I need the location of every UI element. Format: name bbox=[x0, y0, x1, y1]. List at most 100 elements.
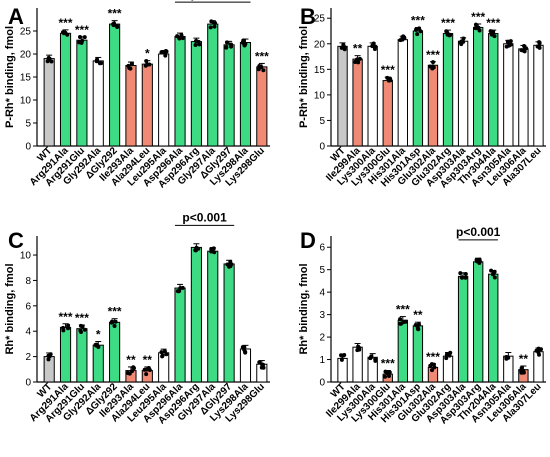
y-tick-label: 4 bbox=[25, 327, 31, 338]
data-point bbox=[228, 264, 233, 269]
y-tick-label: 6 bbox=[319, 243, 325, 254]
data-point bbox=[257, 360, 262, 365]
data-point bbox=[131, 366, 136, 371]
y-tick-label: 0 bbox=[25, 142, 31, 153]
data-point bbox=[80, 324, 85, 329]
significance-marker: *** bbox=[75, 23, 89, 37]
y-tick-label: 25 bbox=[20, 27, 32, 38]
y-tick-label: 6 bbox=[25, 301, 31, 312]
y-tick-label: 15 bbox=[20, 73, 32, 84]
data-point bbox=[416, 327, 421, 332]
data-point bbox=[383, 374, 388, 379]
data-point bbox=[194, 245, 199, 250]
significance-marker: *** bbox=[426, 350, 440, 364]
bar-His301Ala bbox=[397, 39, 408, 147]
bar-Leu295Ala bbox=[158, 53, 170, 147]
significance-marker: *** bbox=[75, 311, 89, 325]
bar-WT bbox=[337, 357, 348, 383]
y-tick-label: 8 bbox=[25, 276, 31, 287]
significance-marker: *** bbox=[426, 48, 440, 62]
significance-marker: *** bbox=[381, 356, 395, 370]
data-point bbox=[212, 20, 217, 25]
data-point bbox=[194, 38, 199, 43]
bracket-label: p<0.001 bbox=[182, 210, 227, 224]
data-point bbox=[504, 44, 509, 49]
data-point bbox=[505, 39, 510, 44]
data-point bbox=[130, 369, 135, 374]
significance-marker: ** bbox=[143, 353, 153, 367]
data-point bbox=[429, 368, 434, 373]
data-point bbox=[97, 61, 102, 66]
data-point bbox=[80, 38, 85, 43]
panel-label: B bbox=[300, 4, 316, 29]
bar-Gly292Ala bbox=[92, 344, 104, 383]
data-point bbox=[229, 42, 234, 47]
data-point bbox=[537, 40, 542, 45]
data-point bbox=[415, 32, 420, 37]
panel-label: C bbox=[8, 228, 24, 253]
data-point bbox=[180, 36, 185, 41]
bar-Asp303Arg bbox=[473, 261, 484, 383]
data-point bbox=[125, 371, 130, 376]
data-point bbox=[243, 350, 248, 355]
bar-Arg291Glu bbox=[76, 39, 88, 147]
data-point bbox=[519, 48, 524, 53]
significance-marker: * bbox=[96, 328, 101, 342]
data-point bbox=[387, 370, 392, 375]
data-point bbox=[49, 59, 54, 64]
data-point bbox=[463, 272, 468, 277]
bar-Ala294Leu bbox=[141, 370, 153, 383]
bar-Asp296Ala bbox=[174, 287, 186, 383]
y-tick-label: 2 bbox=[319, 333, 325, 344]
bar-Glu302Arg bbox=[442, 33, 454, 147]
bar-WT bbox=[43, 58, 55, 147]
data-point bbox=[112, 21, 117, 26]
data-point bbox=[162, 349, 167, 354]
data-point bbox=[536, 346, 541, 351]
y-tick-label: 15 bbox=[314, 65, 326, 76]
data-point bbox=[444, 29, 449, 34]
bar-Lys298Ala bbox=[239, 42, 252, 147]
data-point bbox=[144, 58, 149, 63]
data-point bbox=[341, 42, 346, 47]
data-point bbox=[373, 44, 378, 49]
significance-marker: *** bbox=[59, 310, 73, 324]
data-point bbox=[225, 262, 230, 267]
data-point bbox=[110, 319, 115, 324]
bar-His301Asp bbox=[412, 30, 424, 147]
bar-Glu302Ala bbox=[427, 64, 439, 147]
significance-marker: ** bbox=[126, 353, 136, 367]
data-point bbox=[112, 323, 117, 328]
data-point bbox=[428, 363, 433, 368]
significance-marker: * bbox=[145, 47, 150, 61]
data-point bbox=[431, 60, 436, 65]
bar-Ala294Leu bbox=[141, 63, 153, 147]
bar-Gly297Ala bbox=[207, 23, 219, 147]
y-tick-label: 5 bbox=[319, 116, 325, 127]
data-point bbox=[175, 289, 180, 294]
data-point bbox=[261, 365, 266, 370]
bar-Asp296Arg bbox=[190, 41, 202, 147]
y-tick-label: 20 bbox=[20, 50, 32, 61]
bar-Leu306Ala bbox=[518, 48, 529, 147]
y-axis-title: Rh* binding, fmol bbox=[4, 263, 16, 354]
data-point bbox=[473, 22, 478, 27]
bar-Thr204Ala bbox=[488, 273, 499, 383]
data-point bbox=[445, 32, 450, 37]
data-point bbox=[162, 50, 167, 55]
data-point bbox=[386, 374, 391, 379]
data-point bbox=[490, 272, 495, 277]
data-point bbox=[387, 77, 392, 82]
data-point bbox=[224, 45, 229, 50]
y-axis-title: P-Rh* binding, fmol bbox=[4, 26, 16, 128]
data-point bbox=[94, 342, 99, 347]
significance-marker: *** bbox=[255, 49, 269, 63]
data-point bbox=[458, 40, 463, 45]
bar-Lys298Glu bbox=[256, 66, 268, 147]
data-point bbox=[159, 50, 164, 55]
panel-label: A bbox=[8, 4, 24, 29]
bar-Ile293Ala bbox=[125, 65, 137, 147]
data-point bbox=[177, 36, 182, 41]
